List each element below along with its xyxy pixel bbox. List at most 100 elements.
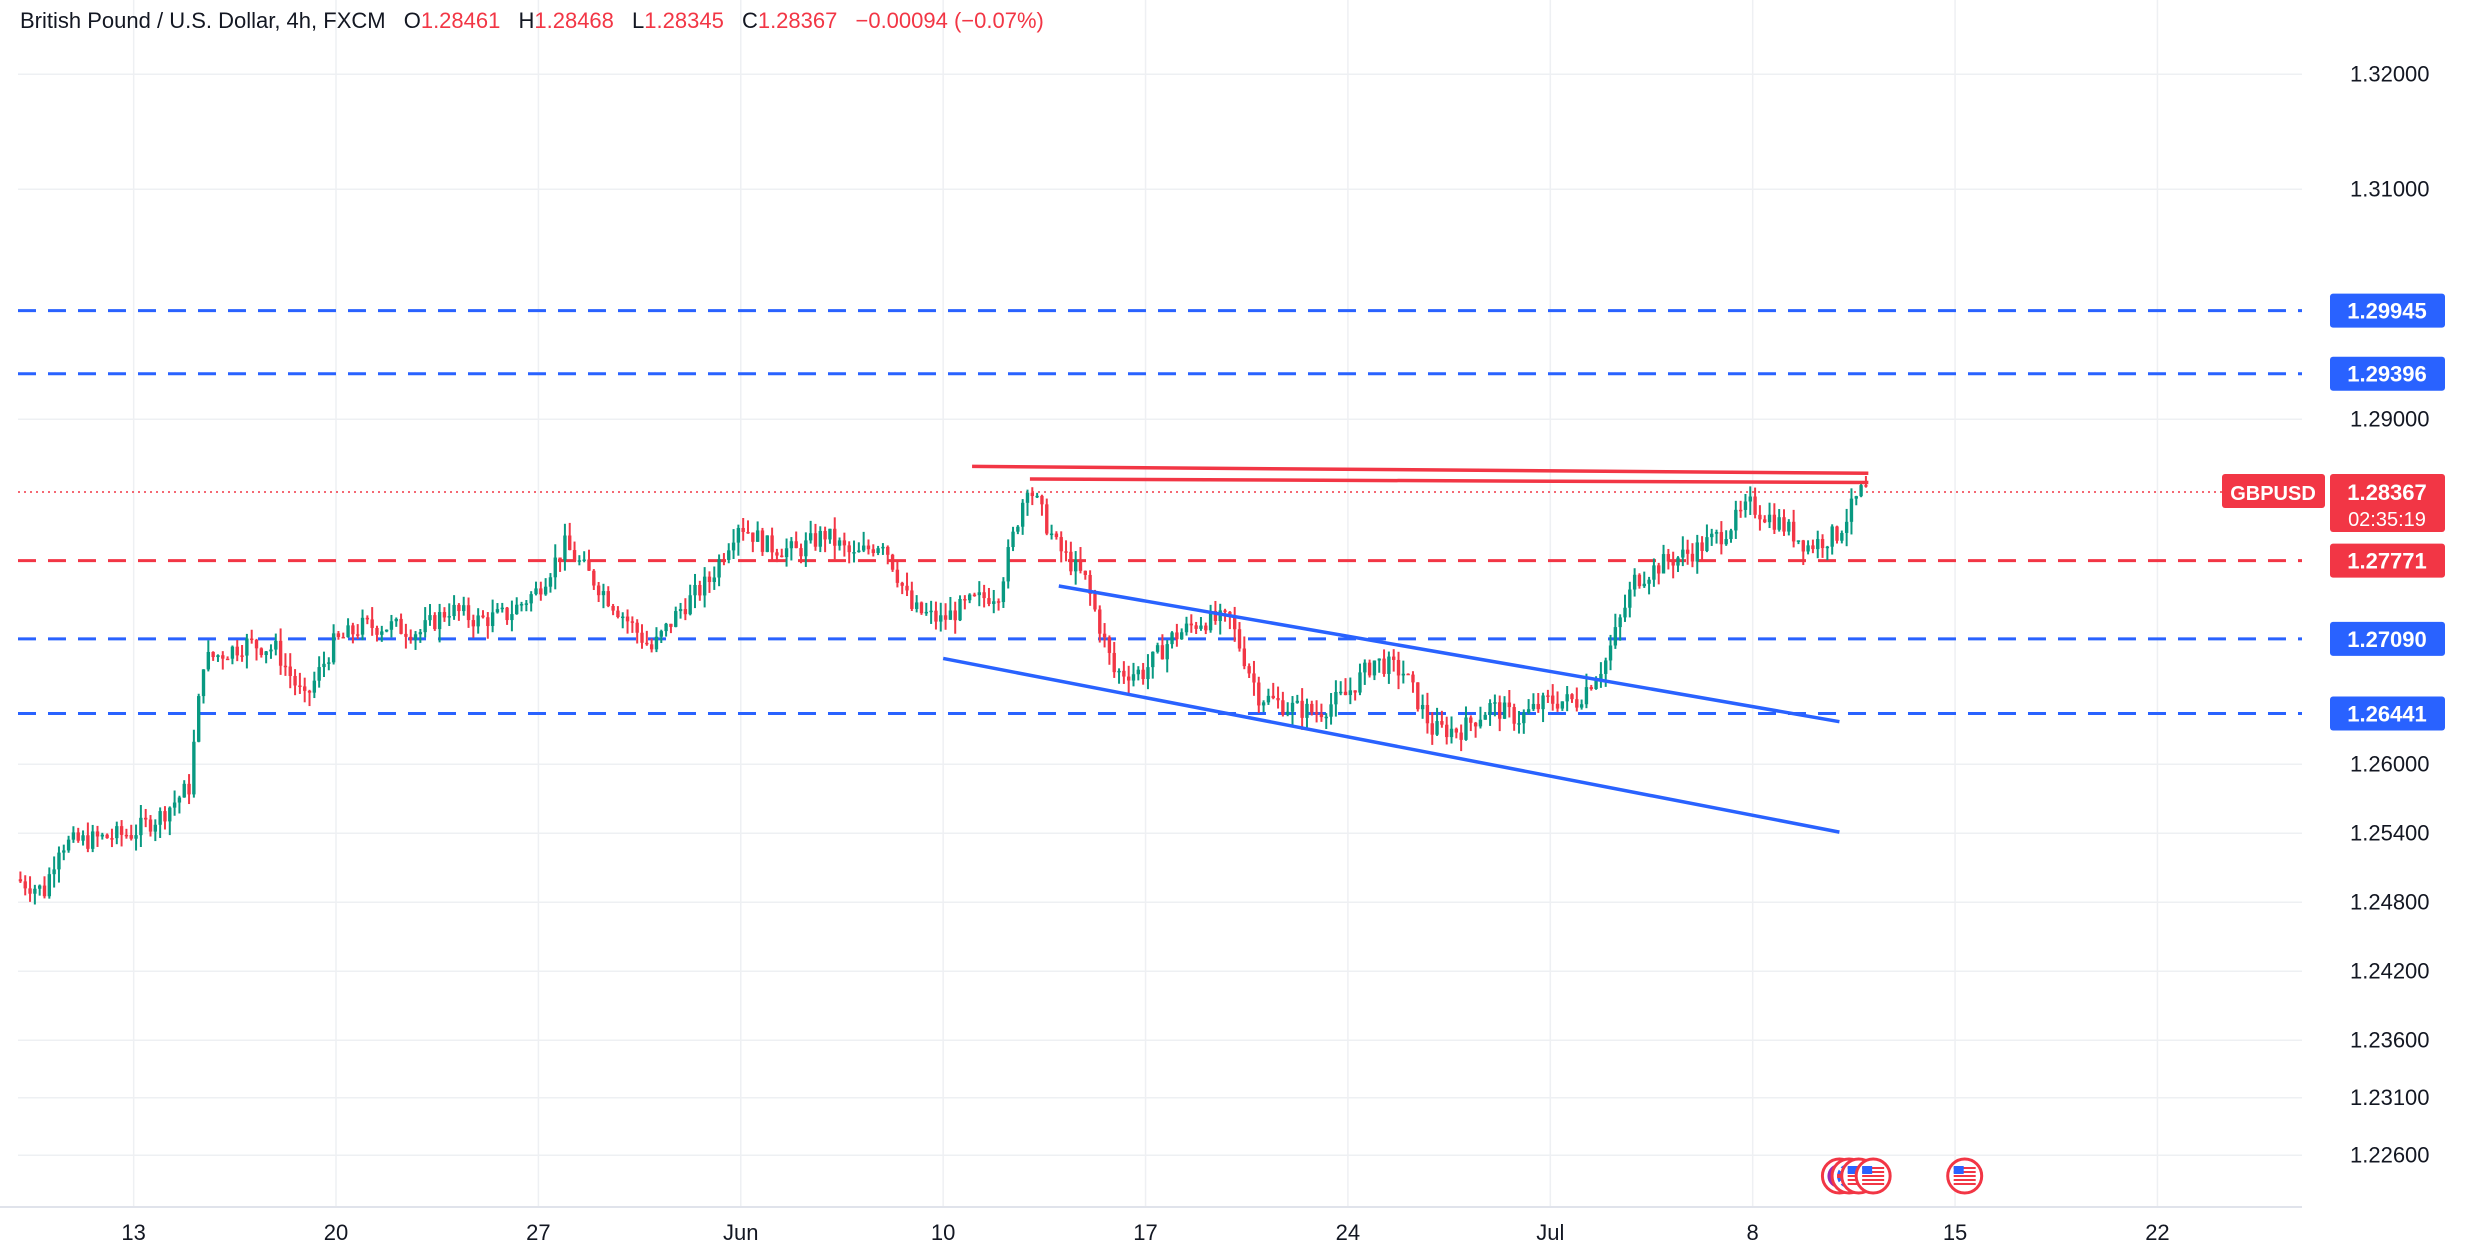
candle-down <box>1242 648 1247 667</box>
candle-up <box>1840 532 1844 541</box>
candle-down <box>1083 570 1087 575</box>
candle-up <box>1131 674 1136 681</box>
candle-up <box>1714 532 1719 534</box>
candle-down <box>1247 666 1251 674</box>
date-tick-label: Jun <box>723 1220 758 1245</box>
candle-down <box>1685 549 1690 554</box>
candle-up <box>1179 632 1184 640</box>
level-price-label: 1.29945 <box>2347 299 2427 324</box>
candle-up <box>1208 610 1213 631</box>
candle-down <box>1271 695 1275 699</box>
candle-down <box>1314 712 1319 715</box>
countdown-label: 02:35:19 <box>2348 509 2426 531</box>
candle-up <box>1387 656 1391 674</box>
candle-down <box>163 811 167 822</box>
candle-down <box>1396 659 1401 676</box>
candle-up <box>1830 526 1834 547</box>
candle-down <box>943 615 948 620</box>
candle-up <box>37 885 42 889</box>
candle-up <box>765 535 769 552</box>
flag-canton <box>1862 1166 1873 1174</box>
candle-down <box>1570 694 1574 700</box>
candle-down <box>1126 676 1131 681</box>
candle-up <box>688 595 692 615</box>
candle-up <box>837 540 842 546</box>
candle-up <box>1681 549 1685 558</box>
candle-down <box>399 618 403 634</box>
candle-up <box>804 540 808 557</box>
candle-up <box>1647 579 1651 584</box>
us-flag-icon[interactable] <box>1946 1157 1984 1195</box>
candle-up <box>1049 533 1054 536</box>
candle-up <box>1522 712 1526 724</box>
candle-down <box>1575 699 1579 708</box>
candle-up <box>1565 694 1569 702</box>
candle-up <box>861 545 866 551</box>
candle-down <box>1700 542 1704 551</box>
candle-up <box>1011 531 1015 548</box>
level-price-label: 1.29396 <box>2347 362 2427 387</box>
last-price-tag <box>2330 474 2445 533</box>
candle-up <box>139 817 143 836</box>
candle-up <box>664 623 668 632</box>
candle-up <box>437 612 442 630</box>
candle-up <box>495 609 500 613</box>
date-tick-label: Jul <box>1536 1220 1564 1245</box>
candle-up <box>529 594 533 604</box>
candle-down <box>1300 700 1304 718</box>
symbol-title[interactable]: British Pound / U.S. Dollar, 4h, FXCM <box>20 8 386 33</box>
candle-down <box>1045 504 1049 534</box>
candle-down <box>1454 728 1459 733</box>
candle-up <box>1146 667 1150 680</box>
candle-up <box>563 535 567 561</box>
candle-down <box>1194 625 1198 629</box>
candle-up <box>312 680 317 693</box>
candle-up <box>534 588 538 595</box>
trendline <box>1058 584 1840 724</box>
level-price-label: 1.26441 <box>2347 702 2427 727</box>
trendline <box>1029 477 1869 485</box>
candle-down <box>1281 700 1285 715</box>
candle-down <box>568 535 572 551</box>
candle-down <box>351 625 355 635</box>
candle-up <box>548 577 553 587</box>
candle-up <box>543 586 548 595</box>
candle-down <box>505 607 509 621</box>
candle-up <box>1020 502 1025 527</box>
candle-down <box>76 832 80 841</box>
candle-up <box>168 807 172 822</box>
candle-down <box>433 615 437 630</box>
level-price-tag <box>2330 543 2445 578</box>
candle-down <box>972 594 977 597</box>
flag-stripe <box>1862 1167 1885 1169</box>
candle-up <box>216 655 220 658</box>
candle-up <box>1859 485 1863 497</box>
candle-down <box>722 559 726 561</box>
candle-down <box>466 605 471 621</box>
candle-up <box>654 636 659 650</box>
change-value: −0.00094 (−0.07%) <box>855 8 1044 33</box>
candle-down <box>1276 698 1280 701</box>
candle-up <box>1488 703 1492 715</box>
candle-up <box>1777 517 1781 530</box>
candle-up <box>914 602 919 609</box>
us-flag-icon[interactable] <box>1854 1157 1892 1195</box>
candle-up <box>1155 645 1160 652</box>
candle-down <box>698 584 702 596</box>
flag-stripe <box>1862 1183 1885 1185</box>
time-axis-bg <box>0 1207 2470 1257</box>
candle-up <box>1652 565 1656 580</box>
candle-up <box>948 610 953 620</box>
candle-up <box>452 604 456 617</box>
candle-up <box>1006 547 1010 582</box>
level-price-label: 1.27771 <box>2347 549 2427 574</box>
candle-up <box>1073 559 1078 572</box>
candle-up <box>958 598 962 621</box>
high-label: H <box>518 8 535 33</box>
candle-down <box>148 819 153 832</box>
candle-down <box>1473 722 1478 727</box>
candle-down <box>303 686 307 691</box>
symbol-header: British Pound / U.S. Dollar, 4h, FXCM O1… <box>20 8 1044 34</box>
flag-stripe <box>1862 1179 1885 1181</box>
